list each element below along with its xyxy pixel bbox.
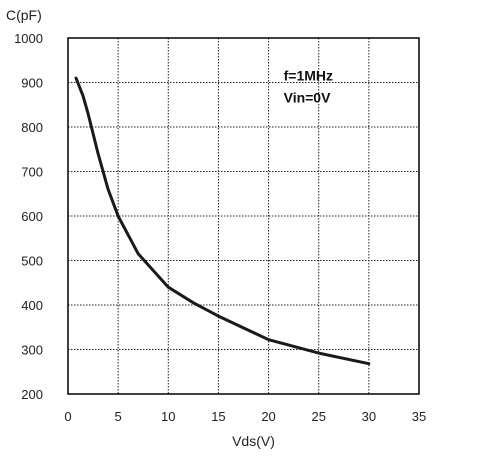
- grid-lines: [68, 38, 419, 394]
- x-tick-label: 30: [362, 409, 376, 424]
- y-tick-label: 600: [21, 209, 43, 224]
- annotation-vin: Vin=0V: [284, 90, 331, 106]
- y-tick-label: 400: [21, 298, 43, 313]
- annotation-frequency: f=1MHz: [284, 67, 333, 83]
- x-tick-label: 10: [161, 409, 175, 424]
- x-tick-label: 35: [412, 409, 426, 424]
- y-tick-label: 1000: [14, 31, 43, 46]
- y-tick-label: 700: [21, 165, 43, 180]
- plot-frame: [67, 37, 420, 395]
- x-tick-label: 20: [261, 409, 275, 424]
- y-axis-ticks: 200 300 400 500 600 700 800 900 1000: [14, 31, 43, 402]
- y-tick-label: 800: [21, 120, 43, 135]
- x-tick-label: 0: [64, 409, 71, 424]
- x-tick-label: 15: [211, 409, 225, 424]
- y-tick-label: 900: [21, 76, 43, 91]
- x-axis-ticks: 0 5 10 15 20 25 30 35: [64, 409, 426, 424]
- y-tick-label: 300: [21, 343, 43, 358]
- y-tick-label: 500: [21, 254, 43, 269]
- x-axis-label: Vds(V): [232, 433, 275, 449]
- capacitance-curve: [74, 76, 371, 366]
- x-tick-label: 5: [115, 409, 122, 424]
- y-axis-label: C(pF): [6, 7, 42, 23]
- x-tick-label: 25: [311, 409, 325, 424]
- y-tick-label: 200: [21, 387, 43, 402]
